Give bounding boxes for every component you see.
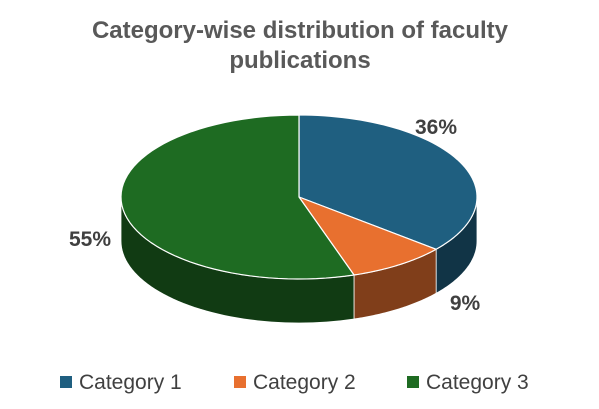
chart-title-line-2: publications <box>229 47 370 74</box>
pie-slice-category-1 <box>298 114 478 250</box>
legend-label-category-2: Category 2 <box>253 371 356 394</box>
chart-title-line-1: Category-wise distribution of faculty <box>92 17 509 44</box>
legend-swatch-category-1 <box>60 376 72 388</box>
pie-slices <box>120 114 478 280</box>
legend-swatch-category-3 <box>407 376 419 388</box>
legend-label-category-1: Category 1 <box>79 371 182 394</box>
pie-slice-category-2 <box>298 196 437 276</box>
data-label-category-2: 9% <box>450 292 481 315</box>
legend: Category 1 Category 2 Category 3 <box>60 371 529 394</box>
legend-swatch-category-2 <box>234 376 246 388</box>
data-label-category-3: 55% <box>69 228 111 251</box>
pie-3d-sides <box>120 196 478 324</box>
data-label-category-1: 36% <box>415 116 457 139</box>
pie-slice-category-3 <box>120 114 355 280</box>
legend-label-category-3: Category 3 <box>426 371 529 394</box>
